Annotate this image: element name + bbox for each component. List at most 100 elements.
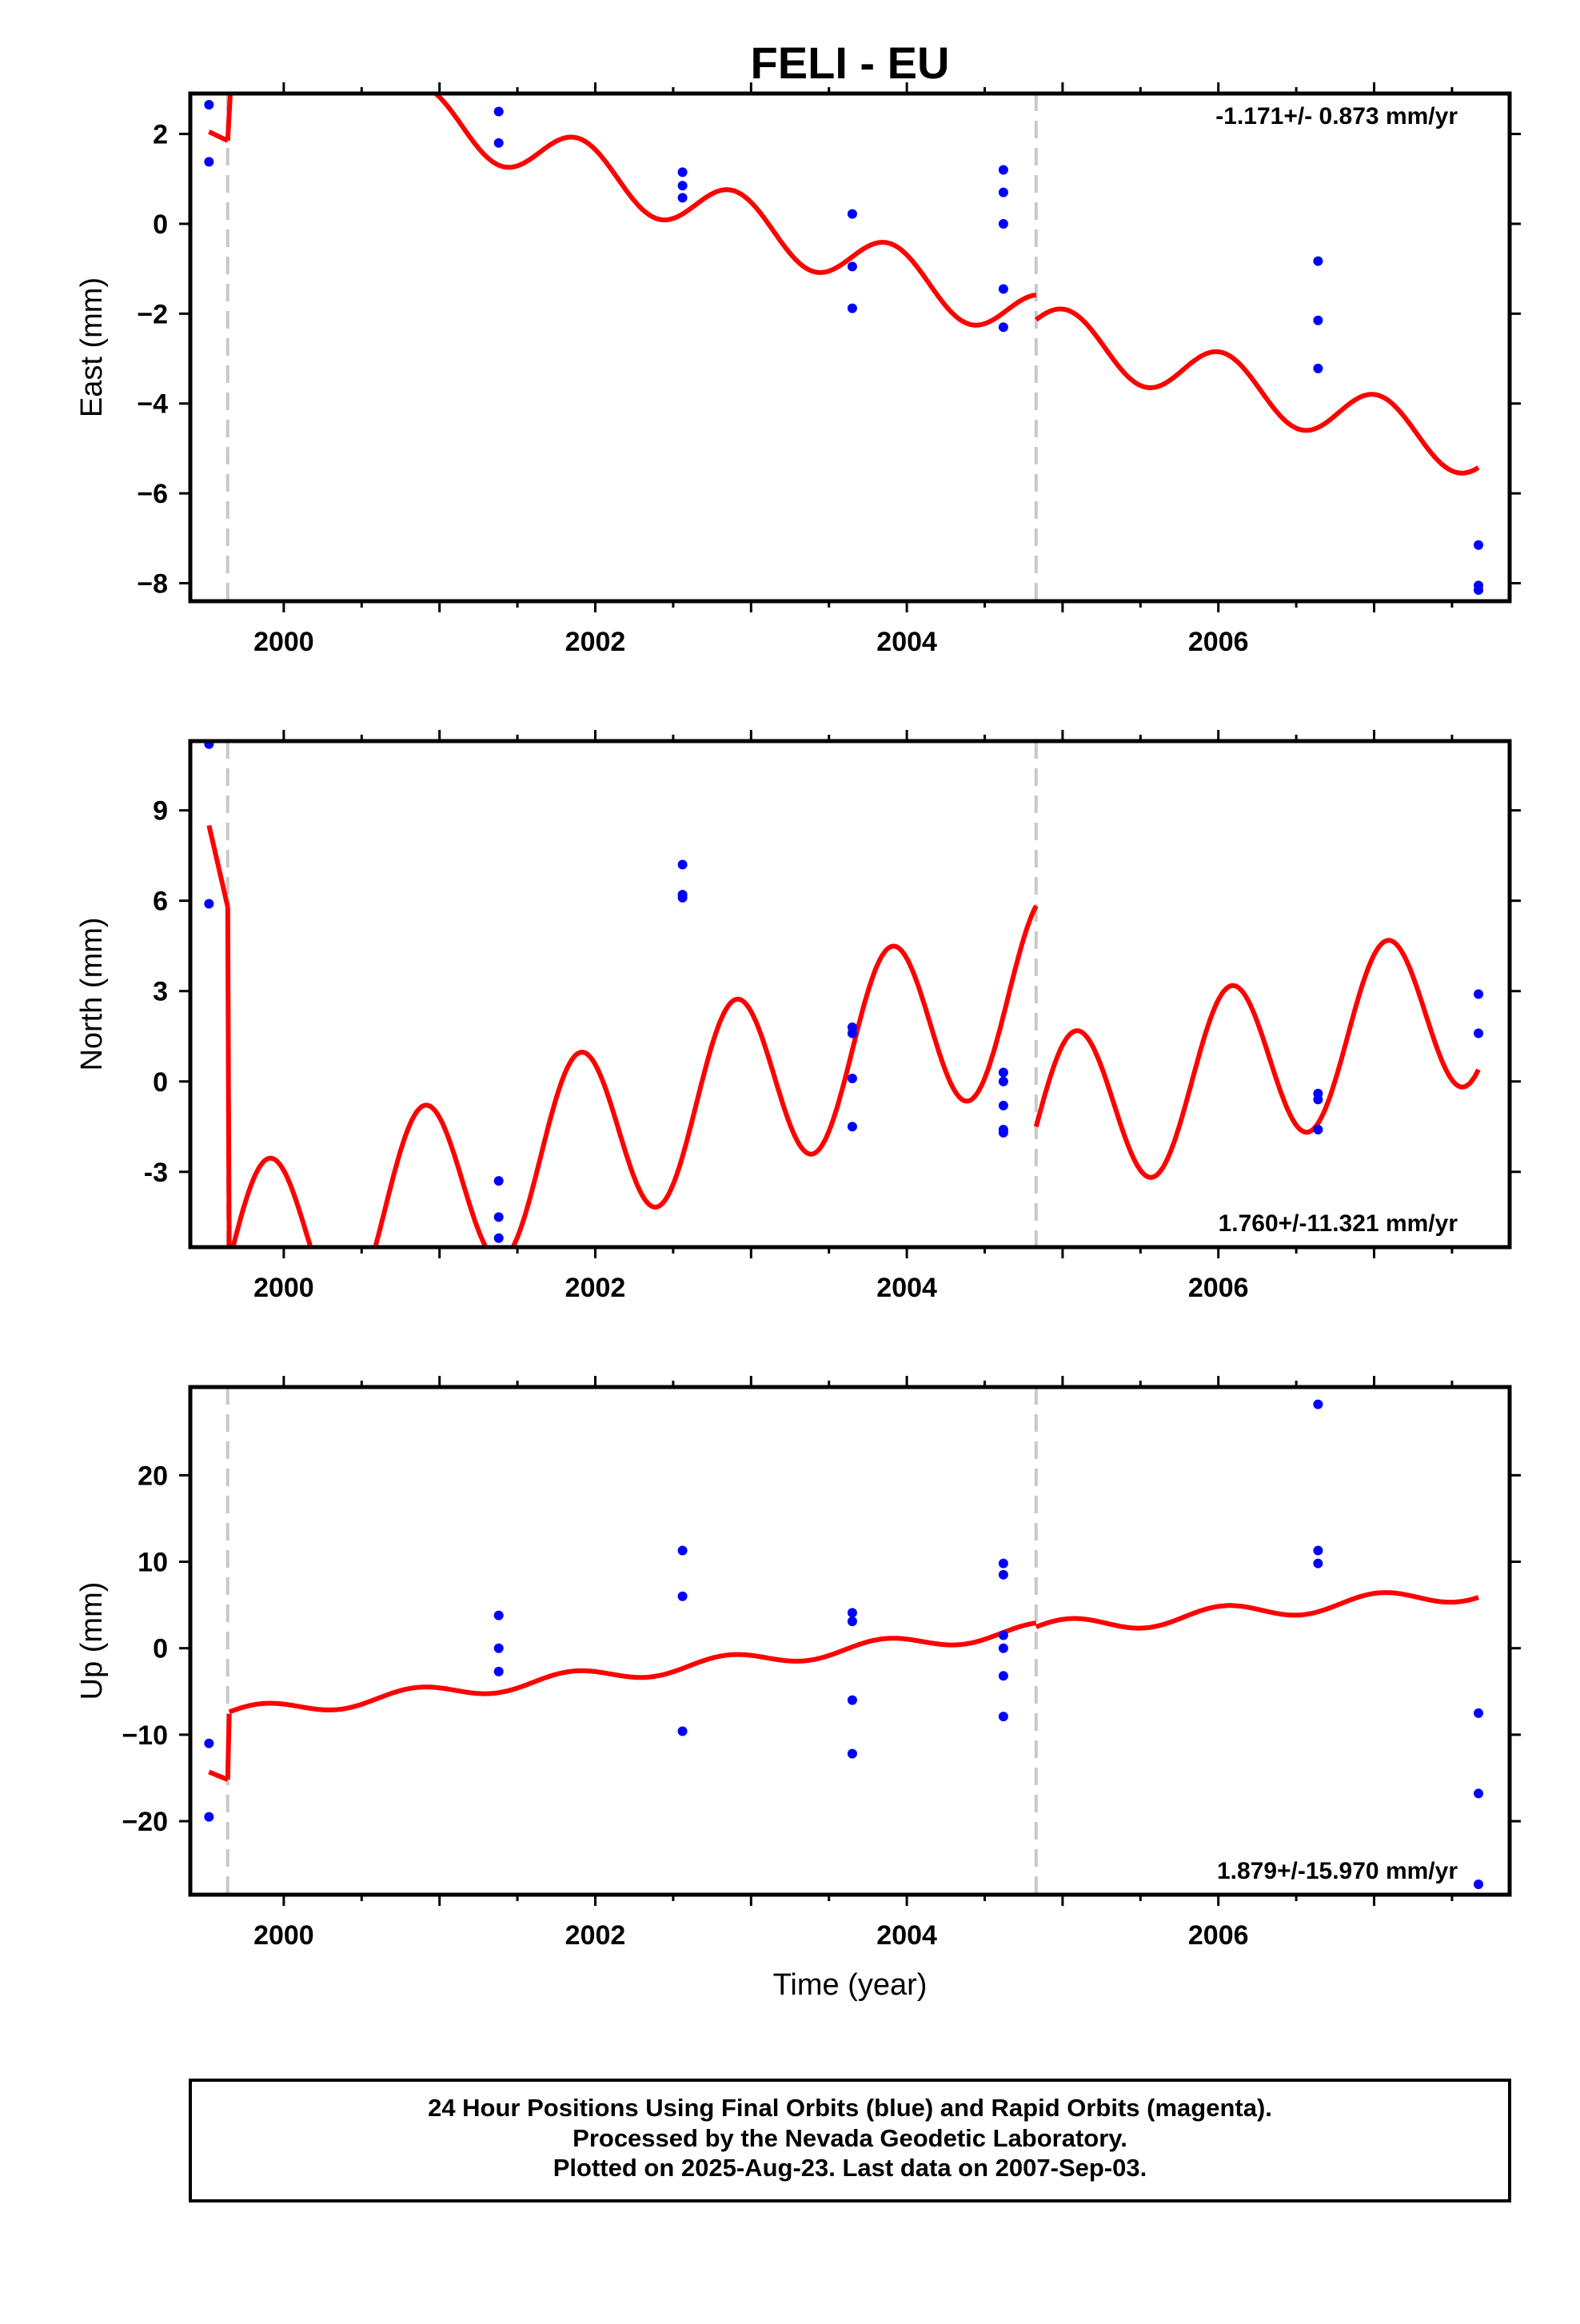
caption-line-3: Plotted on 2025-Aug-23. Last data on 200…: [553, 2154, 1147, 2182]
position-point: [847, 1608, 857, 1618]
position-point: [998, 1558, 1008, 1569]
position-point: [1313, 1545, 1323, 1556]
y-tick-label: −20: [122, 1807, 168, 1837]
position-point: [1313, 1558, 1323, 1569]
y-axis-label: Up (mm): [75, 1582, 109, 1700]
position-point: [1313, 1125, 1323, 1135]
position-point: [204, 899, 214, 909]
position-point: [998, 1569, 1008, 1580]
y-tick-label: −8: [137, 569, 168, 600]
position-point: [998, 218, 1008, 229]
position-point: [998, 1671, 1008, 1681]
y-tick-label: 2: [153, 120, 168, 150]
position-point: [998, 284, 1008, 294]
y-axis-label: North (mm): [75, 917, 109, 1070]
model-curve-segment: [392, 94, 1038, 328]
position-point: [677, 167, 688, 177]
y-tick-label: −2: [137, 299, 168, 329]
plot-frame: [188, 91, 1512, 604]
position-point: [1313, 256, 1323, 266]
position-point: [847, 1616, 857, 1627]
position-point: [204, 1812, 214, 1822]
model-curve-segment: [208, 130, 229, 143]
position-point: [677, 1545, 688, 1556]
position-point: [998, 1076, 1008, 1086]
position-point: [998, 322, 1008, 333]
position-point: [998, 1630, 1008, 1640]
model-curve-segment: [228, 1620, 1038, 1715]
position-point: [847, 1695, 857, 1705]
position-point: [1474, 989, 1484, 999]
x-tick-label: 2002: [565, 627, 626, 657]
plot-frame: [188, 739, 1512, 1250]
model-curve-segment: [206, 824, 230, 907]
position-point: [847, 1074, 857, 1083]
position-point: [847, 261, 857, 272]
y-tick-label: −4: [137, 389, 168, 420]
position-point: [998, 1067, 1008, 1078]
position-point: [998, 1100, 1008, 1110]
position-point: [998, 1643, 1008, 1653]
position-point: [847, 1028, 857, 1038]
position-point: [1474, 540, 1484, 550]
y-tick-label: −6: [137, 479, 168, 509]
position-point: [677, 181, 688, 191]
y-tick-label: 0: [153, 209, 168, 240]
y-tick-label: 3: [153, 977, 168, 1007]
velocity-annotation: 1.760+/-11.321 mm/yr: [1219, 1210, 1458, 1237]
position-point: [677, 1726, 688, 1736]
caption-line-1: 24 Hour Positions Using Final Orbits (bl…: [428, 2094, 1272, 2122]
model-curve-segment: [208, 1769, 229, 1782]
x-tick-label: 2000: [253, 1920, 314, 1951]
x-tick-label: 2006: [1188, 1273, 1249, 1303]
model-curve-segment: [230, 904, 1039, 1247]
x-tick-label: 2002: [565, 1920, 626, 1951]
position-point: [1474, 1788, 1484, 1799]
position-point: [998, 187, 1008, 197]
model-curve-segment: [1033, 938, 1481, 1180]
position-point: [493, 1233, 504, 1243]
position-point: [1474, 1708, 1484, 1718]
x-tick-label: 2006: [1188, 1920, 1249, 1951]
x-tick-label: 2004: [876, 627, 937, 657]
position-point: [998, 1127, 1008, 1138]
position-point: [1313, 1094, 1323, 1105]
plot-area: [204, 741, 1484, 1247]
east-panel: 2000 2002 2004 2006 2 0 −2 −4 −6 −8 East (mm) -1.17…: [75, 82, 1521, 657]
position-point: [493, 106, 504, 117]
position-point: [1474, 1880, 1484, 1890]
x-tick-label: 2004: [876, 1920, 937, 1951]
velocity-annotation: 1.879+/-15.970 mm/yr: [1217, 1858, 1458, 1884]
position-point: [204, 100, 214, 110]
position-point: [677, 892, 688, 903]
y-axis-label: East (mm): [75, 277, 109, 417]
position-point: [493, 1212, 504, 1222]
position-point: [1474, 584, 1484, 595]
position-point: [677, 193, 688, 203]
position-point: [493, 1666, 504, 1676]
position-point: [204, 1738, 214, 1748]
y-tick-label: −10: [122, 1720, 168, 1751]
position-point: [998, 1712, 1008, 1722]
position-point: [998, 165, 1008, 175]
y-tick-label: 20: [138, 1461, 168, 1491]
caption-line-2: Processed by the Nevada Geodetic Laborat…: [573, 2124, 1127, 2152]
position-point: [847, 209, 857, 219]
x-axis-label: Time (year): [773, 1968, 928, 2002]
model-curve-segment: [225, 1713, 232, 1780]
position-point: [1313, 315, 1323, 325]
position-point: [493, 1176, 504, 1186]
x-tick-label: 2000: [253, 1273, 314, 1303]
x-tick-label: 2004: [876, 1273, 937, 1303]
position-point: [847, 1122, 857, 1132]
x-tick-label: 2000: [253, 627, 314, 657]
position-point: [493, 138, 504, 148]
position-point: [847, 303, 857, 313]
position-point: [493, 1610, 504, 1620]
figure-title: FELI - EU: [751, 38, 950, 88]
position-point: [493, 1643, 504, 1653]
caption-frame: [189, 2079, 1511, 2202]
position-point: [204, 157, 214, 167]
velocity-annotation: -1.171+/- 0.873 mm/yr: [1215, 103, 1458, 130]
